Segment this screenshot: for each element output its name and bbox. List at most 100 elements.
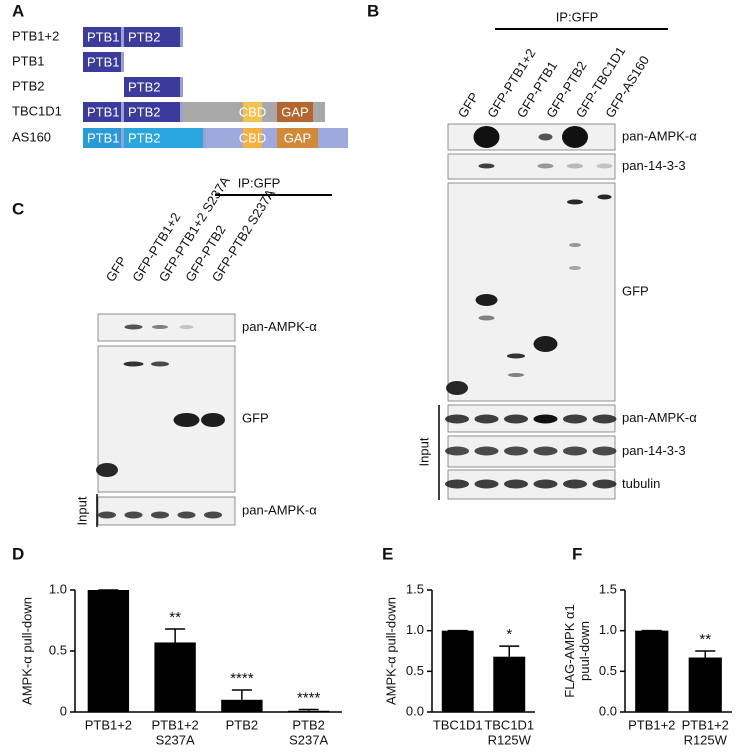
y-axis-label: FLAG-AMPK α1 [562,604,577,697]
domain [124,102,180,122]
domain [124,77,180,97]
backbone [203,128,348,148]
y-tick-label: 1.5 [599,581,617,596]
blot-band [124,511,143,519]
bar [635,630,669,712]
blot-row-label: pan-AMPK-α [242,319,317,334]
y-tick-label: 0.0 [599,703,617,718]
bar [493,656,526,712]
y-axis-label: AMPK-α pull-down [19,597,34,705]
blot-band [592,479,617,489]
domain-label: PTB2 [128,29,161,44]
domain-label: PTB1 [87,54,120,69]
blot-band [504,446,528,456]
blot-band [567,163,583,169]
blot-band [445,414,469,424]
significance: **** [230,670,254,687]
significance: ** [699,631,711,648]
blot-band [473,126,500,148]
blot-row-label: GFP [242,410,269,425]
blot-band [204,511,222,519]
x-tick-label: TBC1D1 [433,717,483,732]
blot-band [507,353,525,359]
blot-row-label: GFP [622,283,649,298]
x-tick-label: PTB1+2 [682,717,729,732]
bar [688,657,722,712]
blot-band [563,446,587,456]
blot-band [478,315,495,321]
domain-label: PTB2 [128,104,161,119]
blot-band [179,325,194,329]
x-tick-label: PTB1+2 [628,717,675,732]
domain-label: GAP [281,104,308,119]
error-bar [165,628,186,643]
domain-label: PTB2 [128,79,161,94]
y-tick-label: 0.5 [599,663,617,678]
lane-label: GFP [455,90,482,121]
domain [243,128,262,148]
panel-label: B [367,1,379,20]
blot-band [592,414,617,424]
blot-band [124,324,143,330]
blot-band [177,511,196,519]
blot-band [592,446,617,456]
domain-label: PTB2 [128,130,161,145]
y-tick-label: 0.5 [49,642,67,657]
construct-name: PTB2 [12,78,45,93]
domain [83,102,121,122]
panel-label: A [12,1,24,20]
bar [154,642,196,712]
domain [277,128,318,148]
domain [83,128,121,148]
y-tick-label: 1.0 [599,622,617,637]
panel-label: C [12,199,24,218]
blot-band [474,414,499,424]
blot-band [201,413,225,427]
blot-panel [447,123,616,151]
blot-band [98,511,116,519]
x-tick-label: PTB1+2 [151,717,198,732]
panel-label: D [12,544,24,563]
blot-band [562,126,588,148]
construct-name: AS160 [12,129,51,144]
y-tick-label: 1.0 [406,622,424,637]
domain-label: PTB1 [87,29,120,44]
blot-band [445,446,469,456]
y-tick-label: 0.5 [406,663,424,678]
domain-label: GAP [284,130,311,145]
domain [277,102,313,122]
domain-label: PTB1 [87,130,120,145]
blot-row-label: pan-AMPK-α [622,128,697,143]
error-bar [499,645,520,657]
blot-band [538,133,553,141]
construct-name: PTB1 [12,53,45,68]
blot-band [504,479,528,489]
blot-band [563,414,587,424]
blot-band [569,266,581,270]
blot-band [563,479,587,489]
y-tick-label: 1.0 [49,581,67,596]
blot-band [533,479,558,489]
blot-band [96,463,118,477]
blot-band [508,373,524,377]
error-bar [298,708,319,711]
significance: ** [169,609,181,626]
blot-panel [447,469,616,500]
blot-row-label: pan-14-3-3 [622,158,686,173]
blot-panel [447,153,616,180]
blot-band [478,163,495,169]
domain-label: CBD [239,130,266,145]
blot-band [567,199,583,205]
y-tick-label: 0.0 [406,703,424,718]
domain [83,27,121,47]
blot-band [152,325,168,329]
error-bar [231,689,252,700]
panel-label: F [572,544,582,563]
domain [243,102,262,122]
bar [87,590,130,712]
blot-panel [447,435,616,468]
blot-band [151,361,169,367]
domain [124,27,180,47]
x-tick-label: PTB2 [292,717,325,732]
